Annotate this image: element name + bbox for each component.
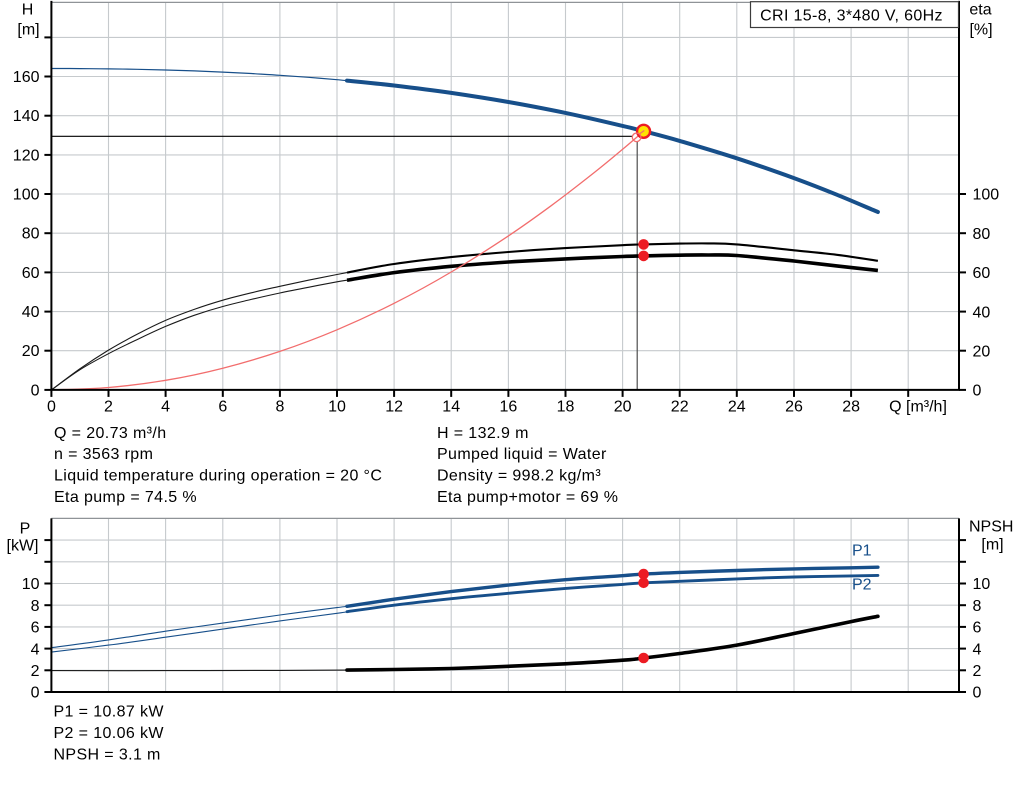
svg-text:Eta pump+motor = 69 %: Eta pump+motor = 69 % [437, 489, 618, 506]
svg-text:4: 4 [161, 399, 170, 416]
svg-text:P1: P1 [852, 542, 872, 559]
svg-text:P1 = 10.87 kW: P1 = 10.87 kW [54, 703, 165, 720]
svg-text:H = 132.9 m: H = 132.9 m [437, 425, 529, 442]
svg-text:10: 10 [973, 576, 991, 593]
svg-text:0: 0 [47, 399, 56, 416]
svg-text:80: 80 [22, 226, 40, 243]
svg-text:eta: eta [969, 1, 991, 18]
svg-text:14: 14 [442, 399, 460, 416]
svg-text:60: 60 [973, 265, 991, 282]
svg-text:6: 6 [218, 399, 227, 416]
svg-text:6: 6 [973, 620, 982, 637]
svg-text:P: P [20, 520, 31, 537]
svg-text:12: 12 [385, 399, 403, 416]
svg-text:0: 0 [31, 685, 40, 702]
svg-text:28: 28 [842, 399, 860, 416]
svg-text:0: 0 [973, 685, 982, 702]
svg-text:P2: P2 [852, 576, 872, 593]
svg-text:NPSH = 3.1 m: NPSH = 3.1 m [54, 747, 161, 764]
svg-text:160: 160 [13, 69, 40, 86]
svg-text:20: 20 [973, 343, 991, 360]
svg-text:CRI 15-8, 3*480 V, 60Hz: CRI 15-8, 3*480 V, 60Hz [760, 7, 943, 24]
svg-text:[m]: [m] [981, 537, 1003, 554]
svg-text:[m]: [m] [17, 21, 39, 38]
svg-text:[kW]: [kW] [7, 538, 39, 555]
svg-text:2: 2 [973, 663, 982, 680]
svg-text:20: 20 [614, 399, 632, 416]
svg-text:0: 0 [31, 382, 40, 399]
svg-text:Eta pump = 74.5 %: Eta pump = 74.5 % [54, 489, 197, 506]
svg-text:NPSH: NPSH [969, 518, 1013, 535]
svg-text:6: 6 [31, 620, 40, 637]
svg-text:10: 10 [328, 399, 346, 416]
svg-text:4: 4 [973, 641, 982, 658]
svg-text:H: H [22, 1, 34, 18]
svg-text:100: 100 [13, 187, 40, 204]
svg-text:22: 22 [671, 399, 689, 416]
svg-text:16: 16 [500, 399, 518, 416]
svg-text:24: 24 [728, 399, 746, 416]
svg-text:26: 26 [785, 399, 803, 416]
svg-text:8: 8 [31, 598, 40, 615]
svg-text:Q [m³/h]: Q [m³/h] [889, 399, 947, 416]
svg-text:0: 0 [973, 383, 982, 400]
svg-text:2: 2 [31, 663, 40, 680]
svg-text:P2 = 10.06 kW: P2 = 10.06 kW [54, 725, 165, 742]
svg-text:4: 4 [31, 641, 40, 658]
svg-text:40: 40 [973, 304, 991, 321]
svg-text:8: 8 [973, 598, 982, 615]
svg-text:Pumped liquid = Water: Pumped liquid = Water [437, 446, 607, 463]
svg-text:20: 20 [22, 343, 40, 360]
svg-text:60: 60 [22, 265, 40, 282]
svg-text:140: 140 [13, 108, 40, 125]
svg-text:Q = 20.73 m³/h: Q = 20.73 m³/h [54, 425, 166, 442]
svg-text:2: 2 [104, 399, 113, 416]
svg-text:Liquid temperature during oper: Liquid temperature during operation = 20… [54, 468, 382, 485]
svg-text:Density = 998.2 kg/m³: Density = 998.2 kg/m³ [437, 468, 601, 485]
svg-text:10: 10 [22, 576, 40, 593]
svg-text:8: 8 [275, 399, 284, 416]
svg-text:40: 40 [22, 304, 40, 321]
svg-text:80: 80 [973, 226, 991, 243]
svg-text:100: 100 [973, 187, 1000, 204]
svg-text:[%]: [%] [969, 21, 992, 38]
svg-text:n = 3563 rpm: n = 3563 rpm [54, 446, 153, 463]
svg-text:18: 18 [557, 399, 575, 416]
svg-text:120: 120 [13, 147, 40, 164]
